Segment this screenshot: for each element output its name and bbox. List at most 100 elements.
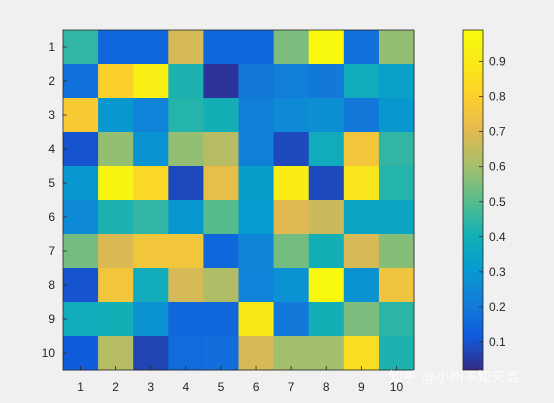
heatmap-cell-r2-c3 xyxy=(133,64,169,99)
y-tick-label: 2 xyxy=(48,74,55,88)
y-tick-label: 7 xyxy=(48,244,55,258)
heatmap-cell-r8-c3 xyxy=(133,268,169,303)
y-tick-label: 1 xyxy=(48,40,55,54)
x-tick-label: 3 xyxy=(147,380,154,394)
heatmap-cell-r4-c1 xyxy=(63,132,99,167)
heatmap-cell-r6-c2 xyxy=(98,200,134,235)
heatmap-cell-r10-c7 xyxy=(273,336,310,371)
y-tick-label: 10 xyxy=(42,346,56,360)
heatmap-cell-r7-c3 xyxy=(133,234,169,269)
colorbar-frame xyxy=(462,29,484,371)
x-tick-label: 9 xyxy=(358,380,365,394)
heatmap-cell-r6-c8 xyxy=(308,200,345,235)
heatmap-cell-r4-c3 xyxy=(133,132,169,167)
heatmap-cell-r5-c6 xyxy=(238,166,275,201)
heatmap-cell-r2-c1 xyxy=(63,64,99,99)
heatmap-cell-r5-c9 xyxy=(343,166,380,201)
heatmap-cell-r2-c9 xyxy=(343,64,380,99)
heatmap-cell-r10-c8 xyxy=(308,336,345,371)
heatmap-cell-r1-c5 xyxy=(203,30,239,65)
heatmap-cell-r1-c3 xyxy=(133,30,169,65)
heatmap-cell-r1-c9 xyxy=(343,30,380,65)
heatmap-cell-r1-c7 xyxy=(273,30,310,65)
heatmap-cell-r7-c6 xyxy=(238,234,275,269)
x-tick-label: 5 xyxy=(218,380,225,394)
heatmap-cell-r10-c1 xyxy=(63,336,99,371)
heatmap-cell-r9-c2 xyxy=(98,302,134,337)
heatmap-cell-r9-c7 xyxy=(273,302,310,337)
heatmap-cell-r5-c5 xyxy=(203,166,239,201)
heatmap-cell-r7-c2 xyxy=(98,234,134,269)
heatmap-cell-r8-c10 xyxy=(378,268,415,303)
heatmap-cell-r6-c7 xyxy=(273,200,310,235)
heatmap-cell-r3-c1 xyxy=(63,98,99,133)
heatmap-cell-r3-c4 xyxy=(168,98,204,133)
heatmap-cell-r8-c9 xyxy=(343,268,380,303)
colorbar-tick-label: 0.3 xyxy=(489,265,506,279)
colorbar-tick-label: 0.8 xyxy=(489,90,506,104)
heatmap-cell-r5-c2 xyxy=(98,166,134,201)
heatmap-cell-r8-c4 xyxy=(168,268,204,303)
heatmap-cell-r2-c6 xyxy=(238,64,275,99)
x-tick-label: 6 xyxy=(253,380,260,394)
heatmap-cell-r3-c3 xyxy=(133,98,169,133)
heatmap-cell-r3-c8 xyxy=(308,98,345,133)
x-tick-label: 2 xyxy=(112,380,119,394)
heatmap-cell-r3-c7 xyxy=(273,98,310,133)
heatmap-cell-r2-c10 xyxy=(378,64,415,99)
x-tick-label: 1 xyxy=(77,380,84,394)
heatmap-cell-r10-c4 xyxy=(168,336,204,371)
colorbar-tick-label: 0.4 xyxy=(489,230,506,244)
heatmap-cell-r6-c4 xyxy=(168,200,204,235)
heatmap-cell-r7-c8 xyxy=(308,234,345,269)
colorbar-tick-label: 0.6 xyxy=(489,160,506,174)
heatmap-cell-r1-c1 xyxy=(63,30,99,65)
heatmap-cell-r3-c6 xyxy=(238,98,275,133)
heatmap-cell-r10-c2 xyxy=(98,336,134,371)
colorbar-axis: 0.1 0.2 0.3 0.4 0.5 0.6 0.7 0.8 0.9 xyxy=(479,55,506,349)
heatmap-cell-r6-c9 xyxy=(343,200,380,235)
heatmap-cell-r7-c4 xyxy=(168,234,204,269)
x-tick-label: 4 xyxy=(183,380,190,394)
heatmap-cell-r5-c7 xyxy=(273,166,310,201)
heatmap-cell-r10-c5 xyxy=(203,336,239,371)
heatmap-cell-r8-c8 xyxy=(308,268,345,303)
heatmap-cell-r9-c1 xyxy=(63,302,99,337)
heatmap-cell-r8-c5 xyxy=(203,268,239,303)
heatmap-cell-r6-c1 xyxy=(63,200,99,235)
heatmap-cell-r4-c6 xyxy=(238,132,275,167)
heatmap-cell-r1-c10 xyxy=(378,30,415,65)
colorbar-tick-label: 0.1 xyxy=(489,335,506,349)
y-tick-label: 4 xyxy=(48,142,55,156)
heatmap-cell-r8-c7 xyxy=(273,268,310,303)
heatmap-cell-r10-c10 xyxy=(378,336,415,371)
heatmap-cell-r7-c7 xyxy=(273,234,310,269)
heatmap-cell-r4-c8 xyxy=(308,132,345,167)
heatmap-cell-r4-c9 xyxy=(343,132,380,167)
colorbar-tick-label: 0.7 xyxy=(489,125,506,139)
heatmap-cell-r10-c3 xyxy=(133,336,169,371)
heatmap-cell-r2-c7 xyxy=(273,64,310,99)
x-axis: 1 2 3 4 5 6 7 8 9 10 xyxy=(77,366,403,394)
heatmap-cell-r6-c5 xyxy=(203,200,239,235)
heatmap-cell-r4-c5 xyxy=(203,132,239,167)
y-tick-label: 6 xyxy=(48,210,55,224)
plot-frame xyxy=(62,29,415,371)
heatmap-cell-r1-c6 xyxy=(238,30,275,65)
x-tick-label: 7 xyxy=(288,380,295,394)
heatmap-cell-r4-c10 xyxy=(378,132,415,167)
y-tick-label: 8 xyxy=(48,278,55,292)
colorbar-tick-label: 0.9 xyxy=(489,55,506,69)
colorbar xyxy=(463,30,483,370)
heatmap-cell-r4-c4 xyxy=(168,132,204,167)
heatmap-cell-r9-c8 xyxy=(308,302,345,337)
heatmap-cell-r9-c9 xyxy=(343,302,380,337)
heatmap-cell-r6-c10 xyxy=(378,200,415,235)
heatmap-cell-r2-c2 xyxy=(98,64,134,99)
colorbar-tick-label: 0.5 xyxy=(489,195,506,209)
heatmap-cell-r5-c8 xyxy=(308,166,345,201)
heatmap-cell-r7-c10 xyxy=(378,234,415,269)
x-tick-label: 10 xyxy=(390,380,404,394)
heatmap-cell-r4-c7 xyxy=(273,132,310,167)
